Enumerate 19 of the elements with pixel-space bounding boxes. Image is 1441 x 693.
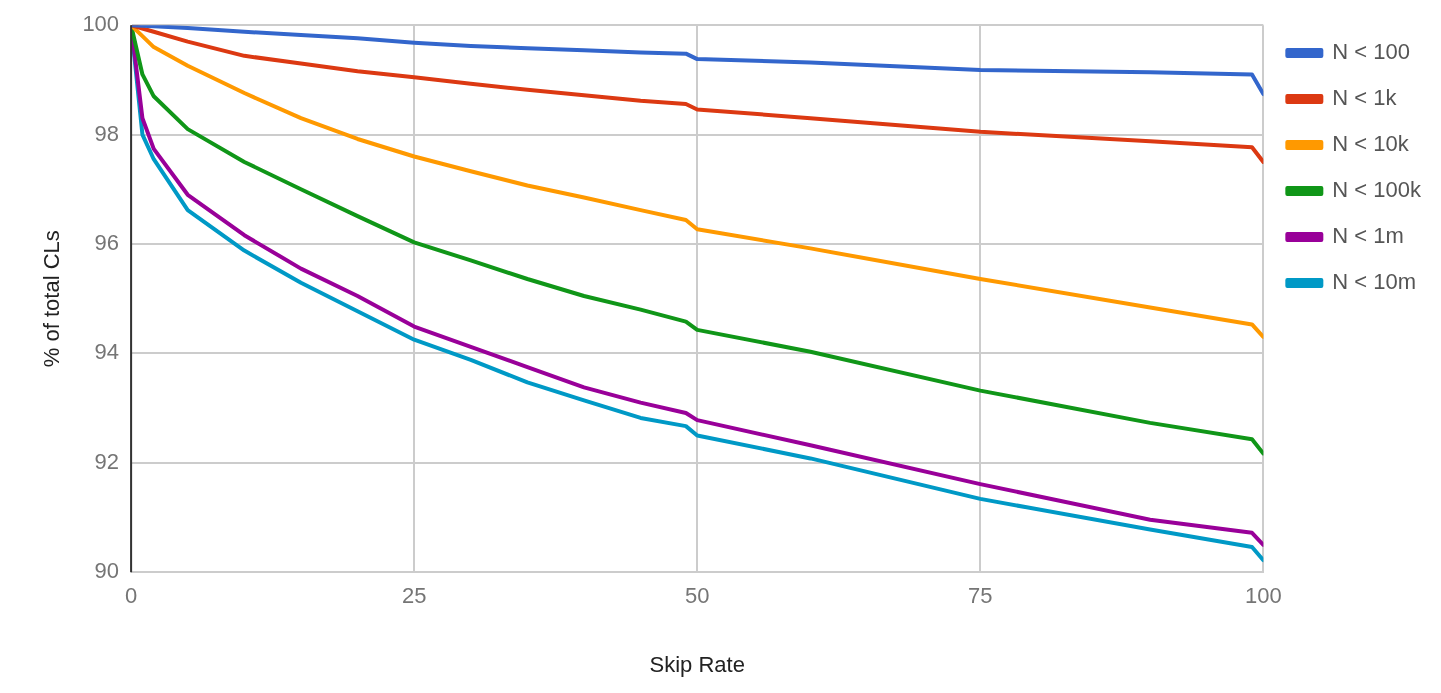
y-tick-label: 98 — [94, 120, 120, 146]
legend-label: N < 1k — [1332, 85, 1398, 111]
x-tick-label: 100 — [1244, 583, 1282, 609]
x-tick-label: 75 — [968, 583, 993, 609]
x-tick-label: 25 — [401, 583, 427, 609]
y-tick-label: 92 — [94, 448, 120, 474]
legend-label: N < 10k — [1332, 131, 1410, 157]
y-axis-title: % of total CLs — [39, 230, 65, 368]
y-tick-label: 94 — [94, 339, 120, 365]
x-tick-label: 50 — [684, 583, 710, 609]
legend-label: N < 10m — [1332, 269, 1417, 295]
x-axis-title: Skip Rate — [649, 651, 745, 677]
legend-label: N < 1m — [1332, 223, 1404, 249]
legend-label: N < 100 — [1332, 39, 1411, 65]
x-tick-label: 0 — [124, 583, 138, 609]
legend-label: N < 100k — [1332, 177, 1422, 203]
y-tick-label: 100 — [82, 11, 120, 37]
y-tick-label: 96 — [94, 230, 120, 256]
y-tick-label: 90 — [94, 558, 120, 584]
